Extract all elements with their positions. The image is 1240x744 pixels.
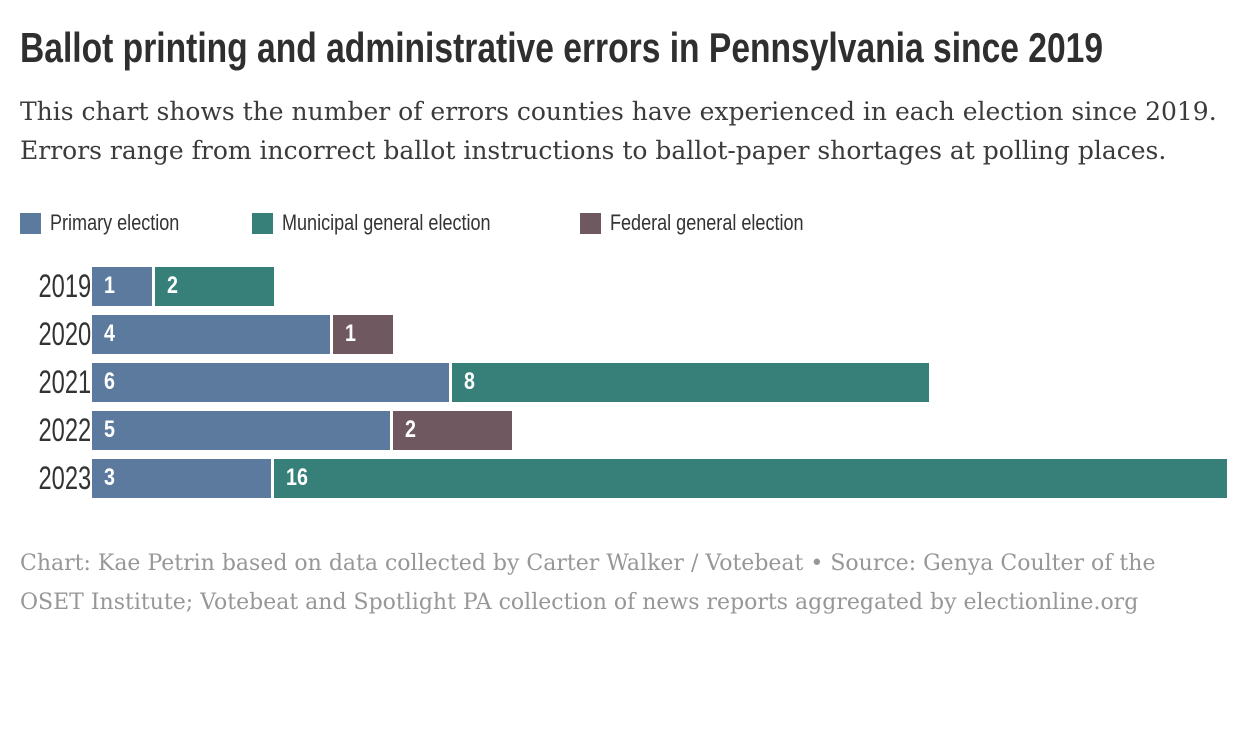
bar-segment[interactable]: 3 (92, 458, 271, 498)
legend-swatch-icon (20, 212, 41, 234)
year-label: 2022 (20, 410, 92, 450)
bar-segment[interactable]: 2 (392, 410, 513, 450)
legend-label: Municipal general election (281, 210, 491, 236)
bar-value-label: 5 (104, 416, 115, 444)
bar-segment[interactable]: 2 (154, 266, 274, 306)
legend: Primary election Municipal general electi… (20, 210, 1224, 236)
bar-value-label: 3 (104, 464, 115, 492)
bar-value-label: 1 (345, 320, 357, 348)
year-label: 2020 (20, 314, 92, 354)
bar-value-label: 2 (404, 416, 416, 444)
year-label-text: 2019 (38, 268, 92, 305)
legend-item: Municipal general election (251, 210, 536, 236)
year-label-text: 2022 (38, 412, 92, 449)
bar-segment[interactable]: 4 (92, 314, 331, 354)
chart-title: Ballot printing and administrative error… (20, 24, 1224, 71)
bar-track: 3 16 (92, 458, 1227, 498)
bar-value-label: 2 (166, 272, 178, 300)
bar-segment[interactable]: 1 (92, 266, 152, 306)
bar-value-label: 16 (285, 464, 308, 492)
chart-description: This chart shows the number of errors co… (20, 97, 1217, 166)
bar-chart: 2019 1 2 2020 4 1 2021 6 8 2022 5 2 2023 3 16 (20, 266, 1227, 498)
bar-row: 2020 4 1 (20, 314, 1224, 354)
bar-segment[interactable]: 16 (273, 458, 1227, 498)
bar-segment[interactable]: 1 (333, 314, 393, 354)
bar-value-label: 4 (104, 320, 115, 348)
source-note: Chart: Kae Petrin based on data collecte… (20, 551, 1156, 616)
legend-label: Federal general election (610, 210, 804, 236)
legend-swatch-icon (580, 212, 602, 234)
bar-segment[interactable]: 5 (92, 410, 390, 450)
bar-value-label: 6 (104, 368, 115, 396)
year-label: 2019 (20, 266, 92, 306)
year-label: 2023 (20, 458, 92, 498)
legend-item: Primary election (20, 210, 208, 236)
chart-card: Ballot printing and administrative error… (20, 24, 1227, 616)
bar-segment[interactable]: 8 (452, 362, 930, 402)
year-label: 2021 (20, 362, 92, 402)
bar-row: 2023 3 16 (20, 458, 1227, 498)
bar-value-label: 8 (464, 368, 476, 396)
chart-title-text: Ballot printing and administrative error… (20, 24, 1104, 71)
legend-item: Federal general election (580, 210, 846, 236)
bar-segment[interactable]: 6 (92, 362, 450, 402)
year-label-text: 2021 (38, 364, 92, 401)
year-label-text: 2020 (38, 316, 92, 353)
legend-swatch-icon (251, 212, 273, 234)
year-label-text: 2023 (38, 460, 92, 497)
bar-row: 2019 1 2 (20, 266, 1224, 306)
bar-value-label: 1 (104, 272, 115, 300)
legend-label: Primary election (50, 210, 180, 236)
bar-row: 2022 5 2 (20, 410, 1224, 450)
bar-row: 2021 6 8 (20, 362, 1224, 402)
